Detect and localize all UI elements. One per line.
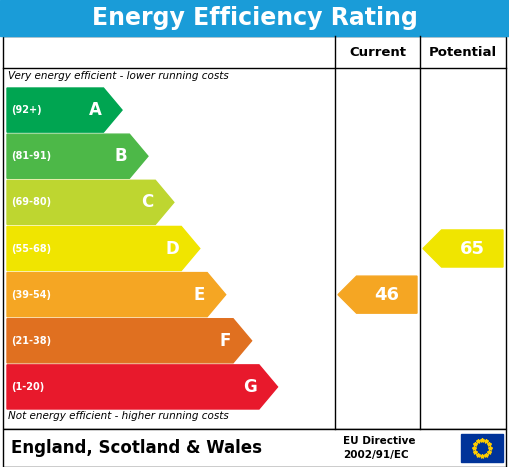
Polygon shape	[423, 230, 503, 267]
Text: Not energy efficient - higher running costs: Not energy efficient - higher running co…	[8, 411, 229, 421]
Text: B: B	[115, 147, 127, 165]
Polygon shape	[7, 134, 148, 178]
Text: (1-20): (1-20)	[11, 382, 44, 392]
Text: (39-54): (39-54)	[11, 290, 51, 300]
Polygon shape	[7, 180, 174, 225]
Text: England, Scotland & Wales: England, Scotland & Wales	[11, 439, 262, 457]
Text: A: A	[89, 101, 101, 119]
Bar	[3, 36, 506, 429]
Text: E: E	[194, 286, 205, 304]
Polygon shape	[7, 318, 251, 363]
Bar	[461, 434, 503, 462]
Text: Potential: Potential	[429, 45, 497, 58]
Text: G: G	[243, 378, 257, 396]
Text: 65: 65	[460, 240, 485, 257]
Text: Energy Efficiency Rating: Energy Efficiency Rating	[92, 6, 417, 30]
Text: C: C	[141, 193, 153, 212]
Polygon shape	[7, 365, 277, 409]
Text: Very energy efficient - lower running costs: Very energy efficient - lower running co…	[8, 71, 229, 81]
Text: D: D	[165, 240, 179, 257]
Polygon shape	[338, 276, 417, 313]
Text: 46: 46	[374, 286, 399, 304]
Text: F: F	[220, 332, 231, 350]
Bar	[3, 429, 506, 467]
Polygon shape	[7, 88, 122, 132]
Text: (21-38): (21-38)	[11, 336, 51, 346]
Text: (81-91): (81-91)	[11, 151, 51, 161]
Text: EU Directive
2002/91/EC: EU Directive 2002/91/EC	[343, 436, 415, 460]
Polygon shape	[7, 226, 200, 270]
Text: (92+): (92+)	[11, 105, 42, 115]
Text: (55-68): (55-68)	[11, 243, 51, 254]
Text: Current: Current	[349, 45, 406, 58]
Text: (69-80): (69-80)	[11, 198, 51, 207]
Bar	[0, 0, 509, 36]
Polygon shape	[7, 273, 225, 317]
